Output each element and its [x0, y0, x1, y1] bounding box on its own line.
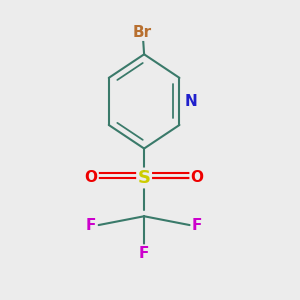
Text: F: F: [192, 218, 202, 232]
Text: F: F: [139, 246, 149, 261]
Text: O: O: [85, 170, 98, 185]
Text: N: N: [185, 94, 198, 109]
Text: O: O: [190, 170, 204, 185]
Text: F: F: [86, 218, 96, 232]
Text: Br: Br: [133, 25, 152, 40]
Text: S: S: [138, 169, 151, 187]
